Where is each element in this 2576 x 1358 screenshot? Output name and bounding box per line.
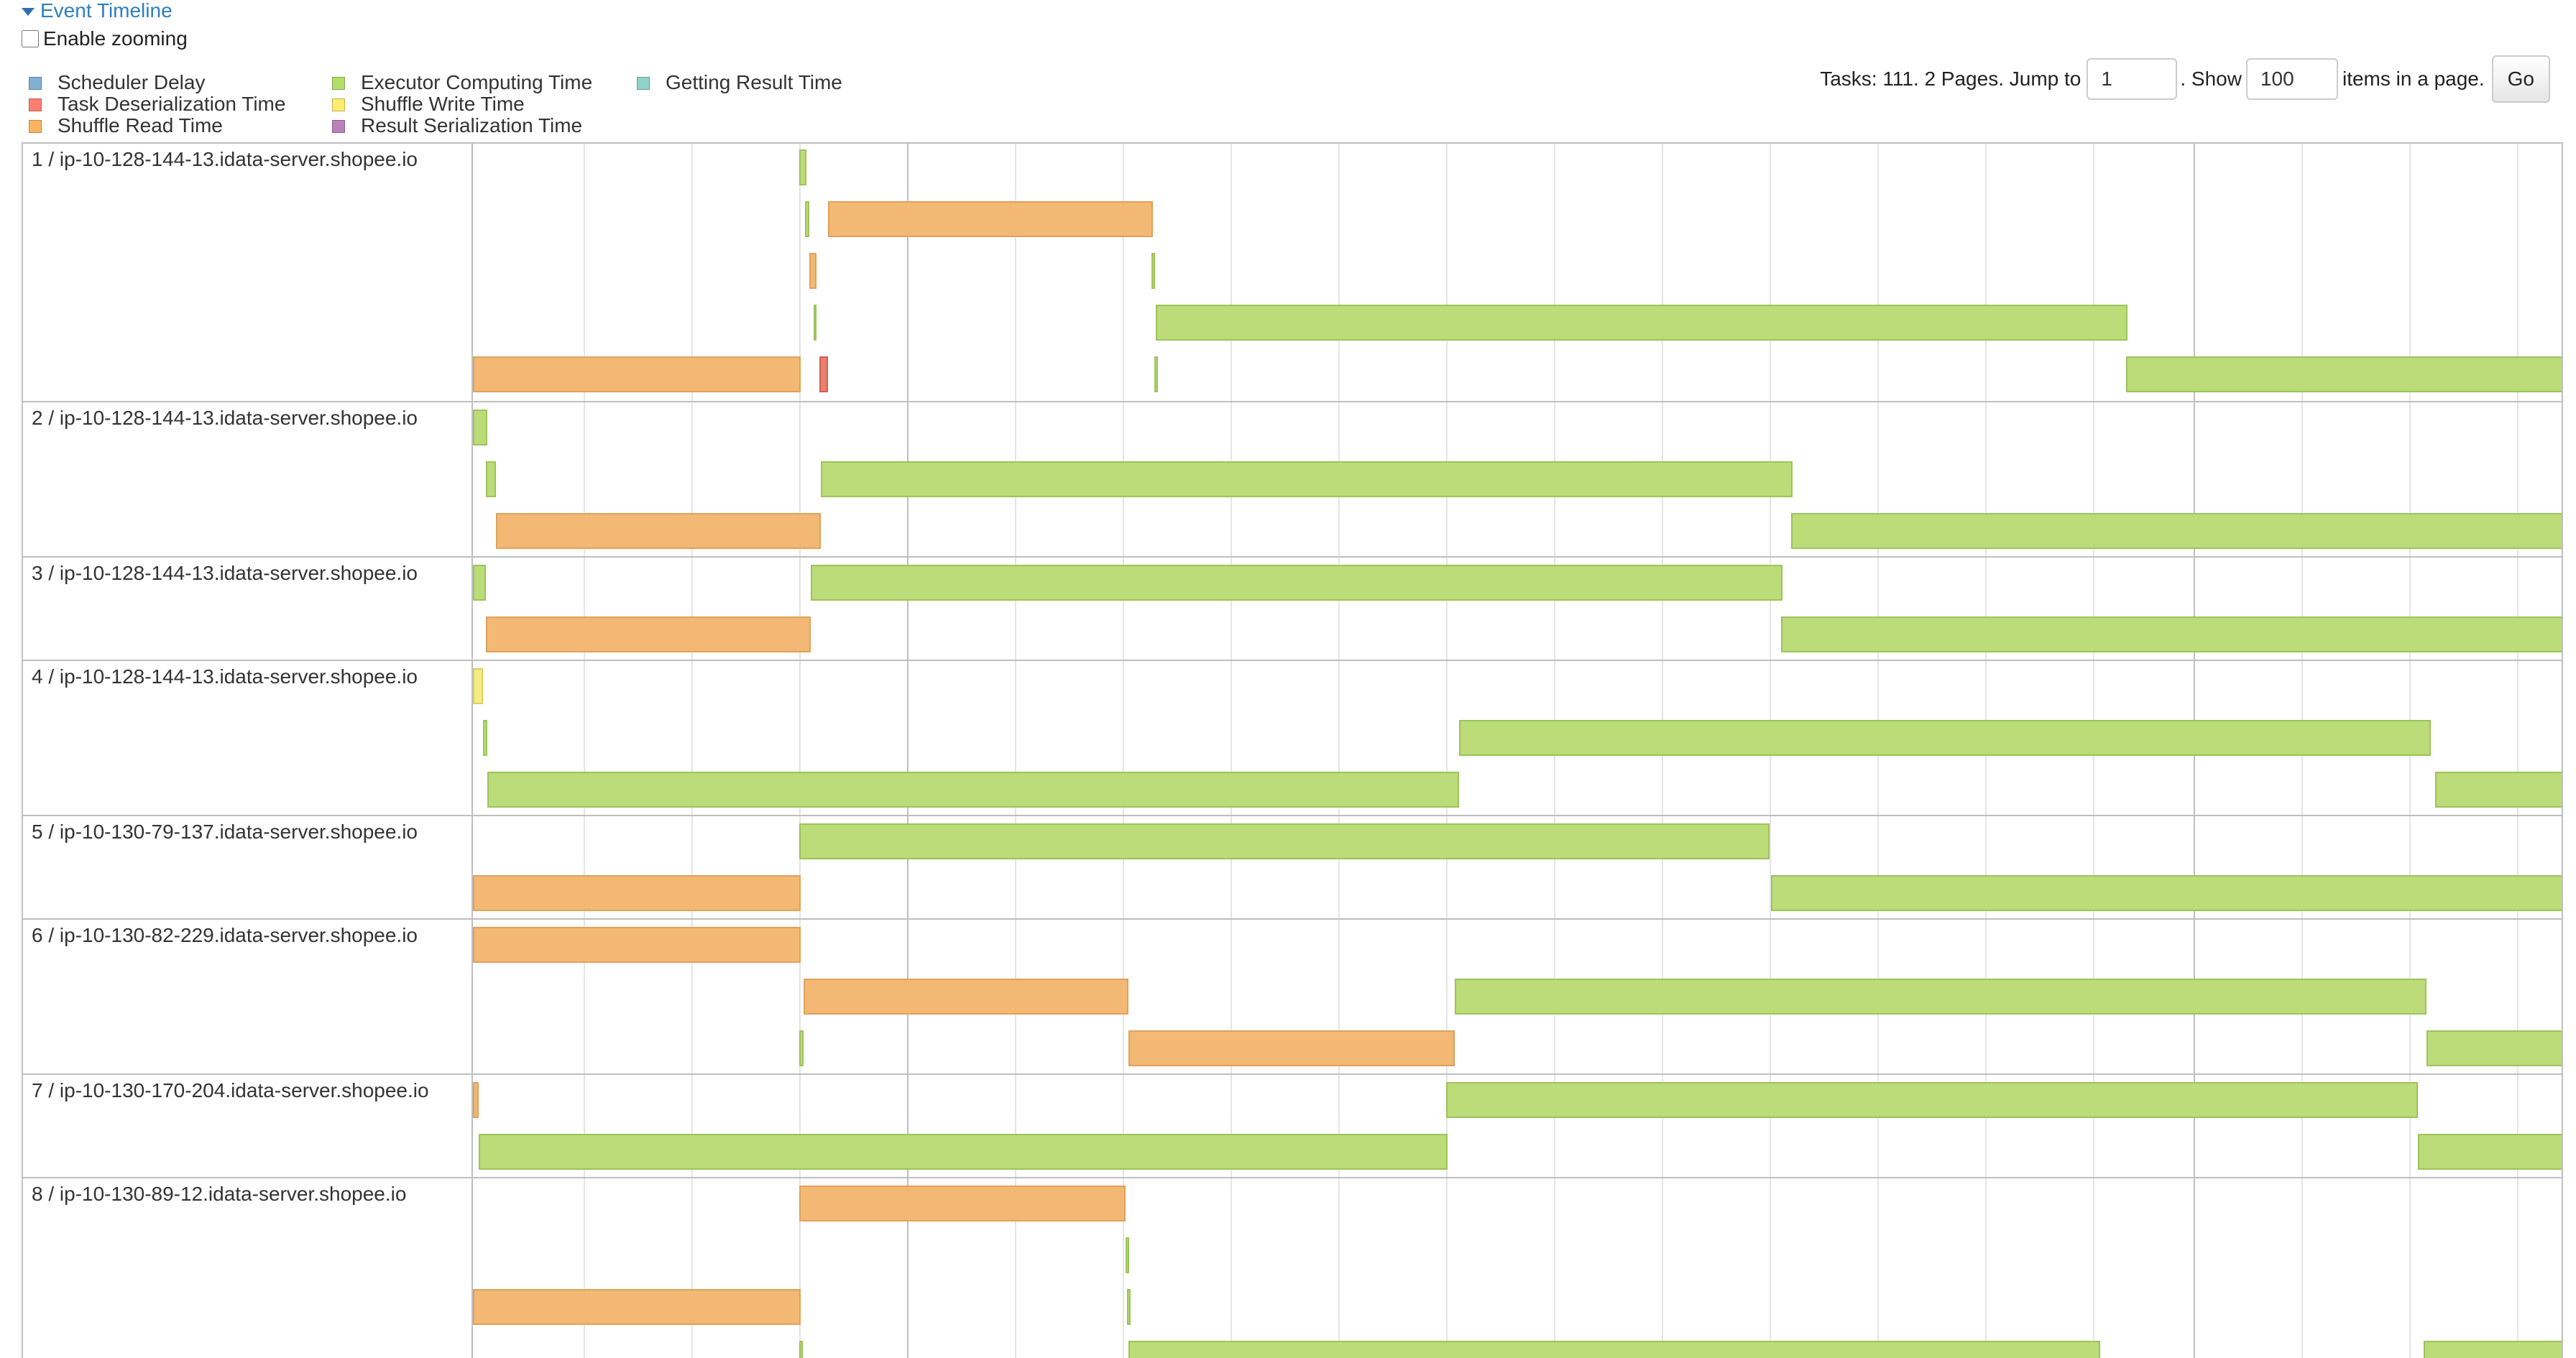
task-bar-executor-computing[interactable]	[473, 410, 487, 445]
task-bar-shuffle-read[interactable]	[473, 1082, 479, 1118]
task-pager: Tasks: 111. 2 Pages. Jump to . Show item…	[1820, 55, 2550, 103]
task-bar-executor-computing[interactable]	[1781, 616, 2562, 652]
grid-line	[1230, 144, 1232, 1358]
task-bar-shuffle-read[interactable]	[799, 1186, 1126, 1221]
enable-zooming-row: Enable zooming	[22, 24, 188, 53]
collapse-arrow-icon[interactable]	[22, 7, 34, 16]
legend-swatch-icon	[332, 77, 345, 90]
grid-line	[691, 144, 693, 1358]
grid-line-major	[907, 144, 908, 1358]
legend-label: Shuffle Write Time	[361, 93, 525, 115]
legend-swatch-icon	[637, 77, 650, 90]
task-bar-executor-computing[interactable]	[811, 565, 1782, 601]
task-bar-executor-computing[interactable]	[479, 1134, 1448, 1170]
task-bar-shuffle-read[interactable]	[496, 513, 821, 549]
page-size-input[interactable]	[2245, 58, 2338, 100]
items-label: items in a page.	[2342, 68, 2485, 90]
task-bar-executor-computing[interactable]	[1151, 253, 1155, 289]
task-bar-executor-computing[interactable]	[814, 305, 816, 341]
task-bar-executor-computing[interactable]	[2426, 1030, 2562, 1066]
event-timeline-title[interactable]: Event Timeline	[40, 0, 172, 22]
executor-row-label: 5 / ip-10-130-79-137.idata-server.shopee…	[32, 821, 418, 843]
task-bar-shuffle-read[interactable]	[828, 201, 1153, 237]
legend-swatch-icon	[332, 98, 345, 111]
jump-to-page-input[interactable]	[2087, 58, 2178, 100]
task-bar-shuffle-read[interactable]	[486, 616, 811, 652]
task-bar-executor-computing[interactable]	[1446, 1082, 2418, 1118]
task-bar-executor-computing[interactable]	[799, 1030, 804, 1066]
task-bar-shuffle-read[interactable]	[1128, 1030, 1455, 1066]
show-label: . Show	[2180, 68, 2242, 90]
task-bar-executor-computing[interactable]	[1156, 305, 2128, 341]
legend-swatch-icon	[29, 98, 42, 111]
row-separator	[23, 1177, 2562, 1178]
grid-line	[1338, 144, 1340, 1358]
row-separator	[23, 815, 2562, 816]
pager-summary: Tasks: 111. 2 Pages. Jump to	[1820, 68, 2082, 90]
row-separator	[23, 1073, 2562, 1075]
task-bar-shuffle-read[interactable]	[473, 875, 801, 911]
legend-swatch-icon	[332, 120, 345, 133]
executor-row-label: 2 / ip-10-128-144-13.idata-server.shopee…	[32, 407, 418, 429]
task-bar-executor-computing[interactable]	[487, 772, 1459, 808]
legend-swatch-icon	[29, 120, 42, 133]
enable-zooming-label[interactable]: Enable zooming	[43, 27, 188, 50]
executor-row-label: 6 / ip-10-130-82-229.idata-server.shopee…	[32, 924, 418, 946]
grid-line	[799, 144, 801, 1358]
task-bar-executor-computing[interactable]	[1127, 1289, 1131, 1325]
task-bar-executor-computing[interactable]	[1128, 1341, 2100, 1358]
task-bar-shuffle-read[interactable]	[473, 927, 801, 963]
task-bar-executor-computing[interactable]	[1459, 720, 2431, 756]
executor-row-label: 3 / ip-10-128-144-13.idata-server.shopee…	[32, 562, 418, 584]
task-bar-executor-computing[interactable]	[805, 201, 809, 237]
task-bar-executor-computing[interactable]	[1126, 1237, 1129, 1273]
grid-line	[584, 144, 585, 1358]
legend-label: Task Deserialization Time	[58, 93, 286, 115]
executor-row-label: 7 / ip-10-130-170-204.idata-server.shope…	[32, 1079, 429, 1101]
go-button[interactable]: Go	[2491, 55, 2550, 103]
row-separator	[23, 556, 2562, 558]
task-bar-executor-computing[interactable]	[1791, 513, 2562, 549]
task-bar-executor-computing[interactable]	[799, 823, 1770, 859]
task-bar-executor-computing[interactable]	[1771, 875, 2562, 911]
task-bar-executor-computing[interactable]	[821, 461, 1793, 497]
grid-line	[2517, 144, 2518, 1358]
row-separator	[23, 401, 2562, 402]
task-bar-executor-computing[interactable]	[799, 1341, 803, 1358]
task-bar-executor-computing[interactable]	[1154, 356, 1158, 392]
task-bar-executor-computing[interactable]	[2126, 356, 2562, 392]
grid-line	[1123, 144, 1124, 1358]
legend-swatch-icon	[29, 77, 42, 90]
task-bar-executor-computing[interactable]	[486, 461, 496, 497]
task-bar-shuffle-write[interactable]	[473, 668, 483, 704]
legend-label: Shuffle Read Time	[58, 114, 223, 137]
row-separator	[23, 660, 2562, 661]
task-bar-executor-computing[interactable]	[2418, 1134, 2562, 1170]
legend-label: Getting Result Time	[666, 71, 842, 93]
task-bar-shuffle-read[interactable]	[804, 979, 1128, 1015]
event-timeline-panel[interactable]: 1 / ip-10-128-144-13.idata-server.shopee…	[22, 142, 2563, 1358]
executor-row-label: 4 / ip-10-128-144-13.idata-server.shopee…	[32, 665, 418, 688]
task-bar-task-deserialization[interactable]	[819, 356, 828, 392]
grid-line	[1015, 144, 1016, 1358]
task-bar-shuffle-read[interactable]	[809, 253, 816, 289]
executor-row-label: 8 / ip-10-130-89-12.idata-server.shopee.…	[32, 1183, 407, 1205]
event-timeline-toggle[interactable]: Event Timeline	[22, 0, 172, 22]
legend-label: Scheduler Delay	[58, 71, 206, 93]
legend-label: Executor Computing Time	[361, 71, 593, 93]
task-bar-executor-computing[interactable]	[483, 720, 487, 756]
task-bar-shuffle-read[interactable]	[473, 356, 801, 392]
enable-zooming-checkbox[interactable]	[22, 30, 39, 47]
task-bar-executor-computing[interactable]	[1455, 979, 2426, 1015]
row-separator	[23, 918, 2562, 920]
task-bar-executor-computing[interactable]	[473, 565, 486, 601]
executor-row-label: 1 / ip-10-128-144-13.idata-server.shopee…	[32, 148, 418, 170]
grid-line	[1446, 144, 1448, 1358]
legend-label: Result Serialization Time	[361, 114, 583, 137]
executor-label-column	[23, 144, 473, 1358]
task-bar-executor-computing[interactable]	[2435, 772, 2562, 808]
task-bar-shuffle-read[interactable]	[473, 1289, 801, 1325]
task-bar-executor-computing[interactable]	[799, 149, 806, 185]
task-bar-executor-computing[interactable]	[2424, 1341, 2562, 1358]
